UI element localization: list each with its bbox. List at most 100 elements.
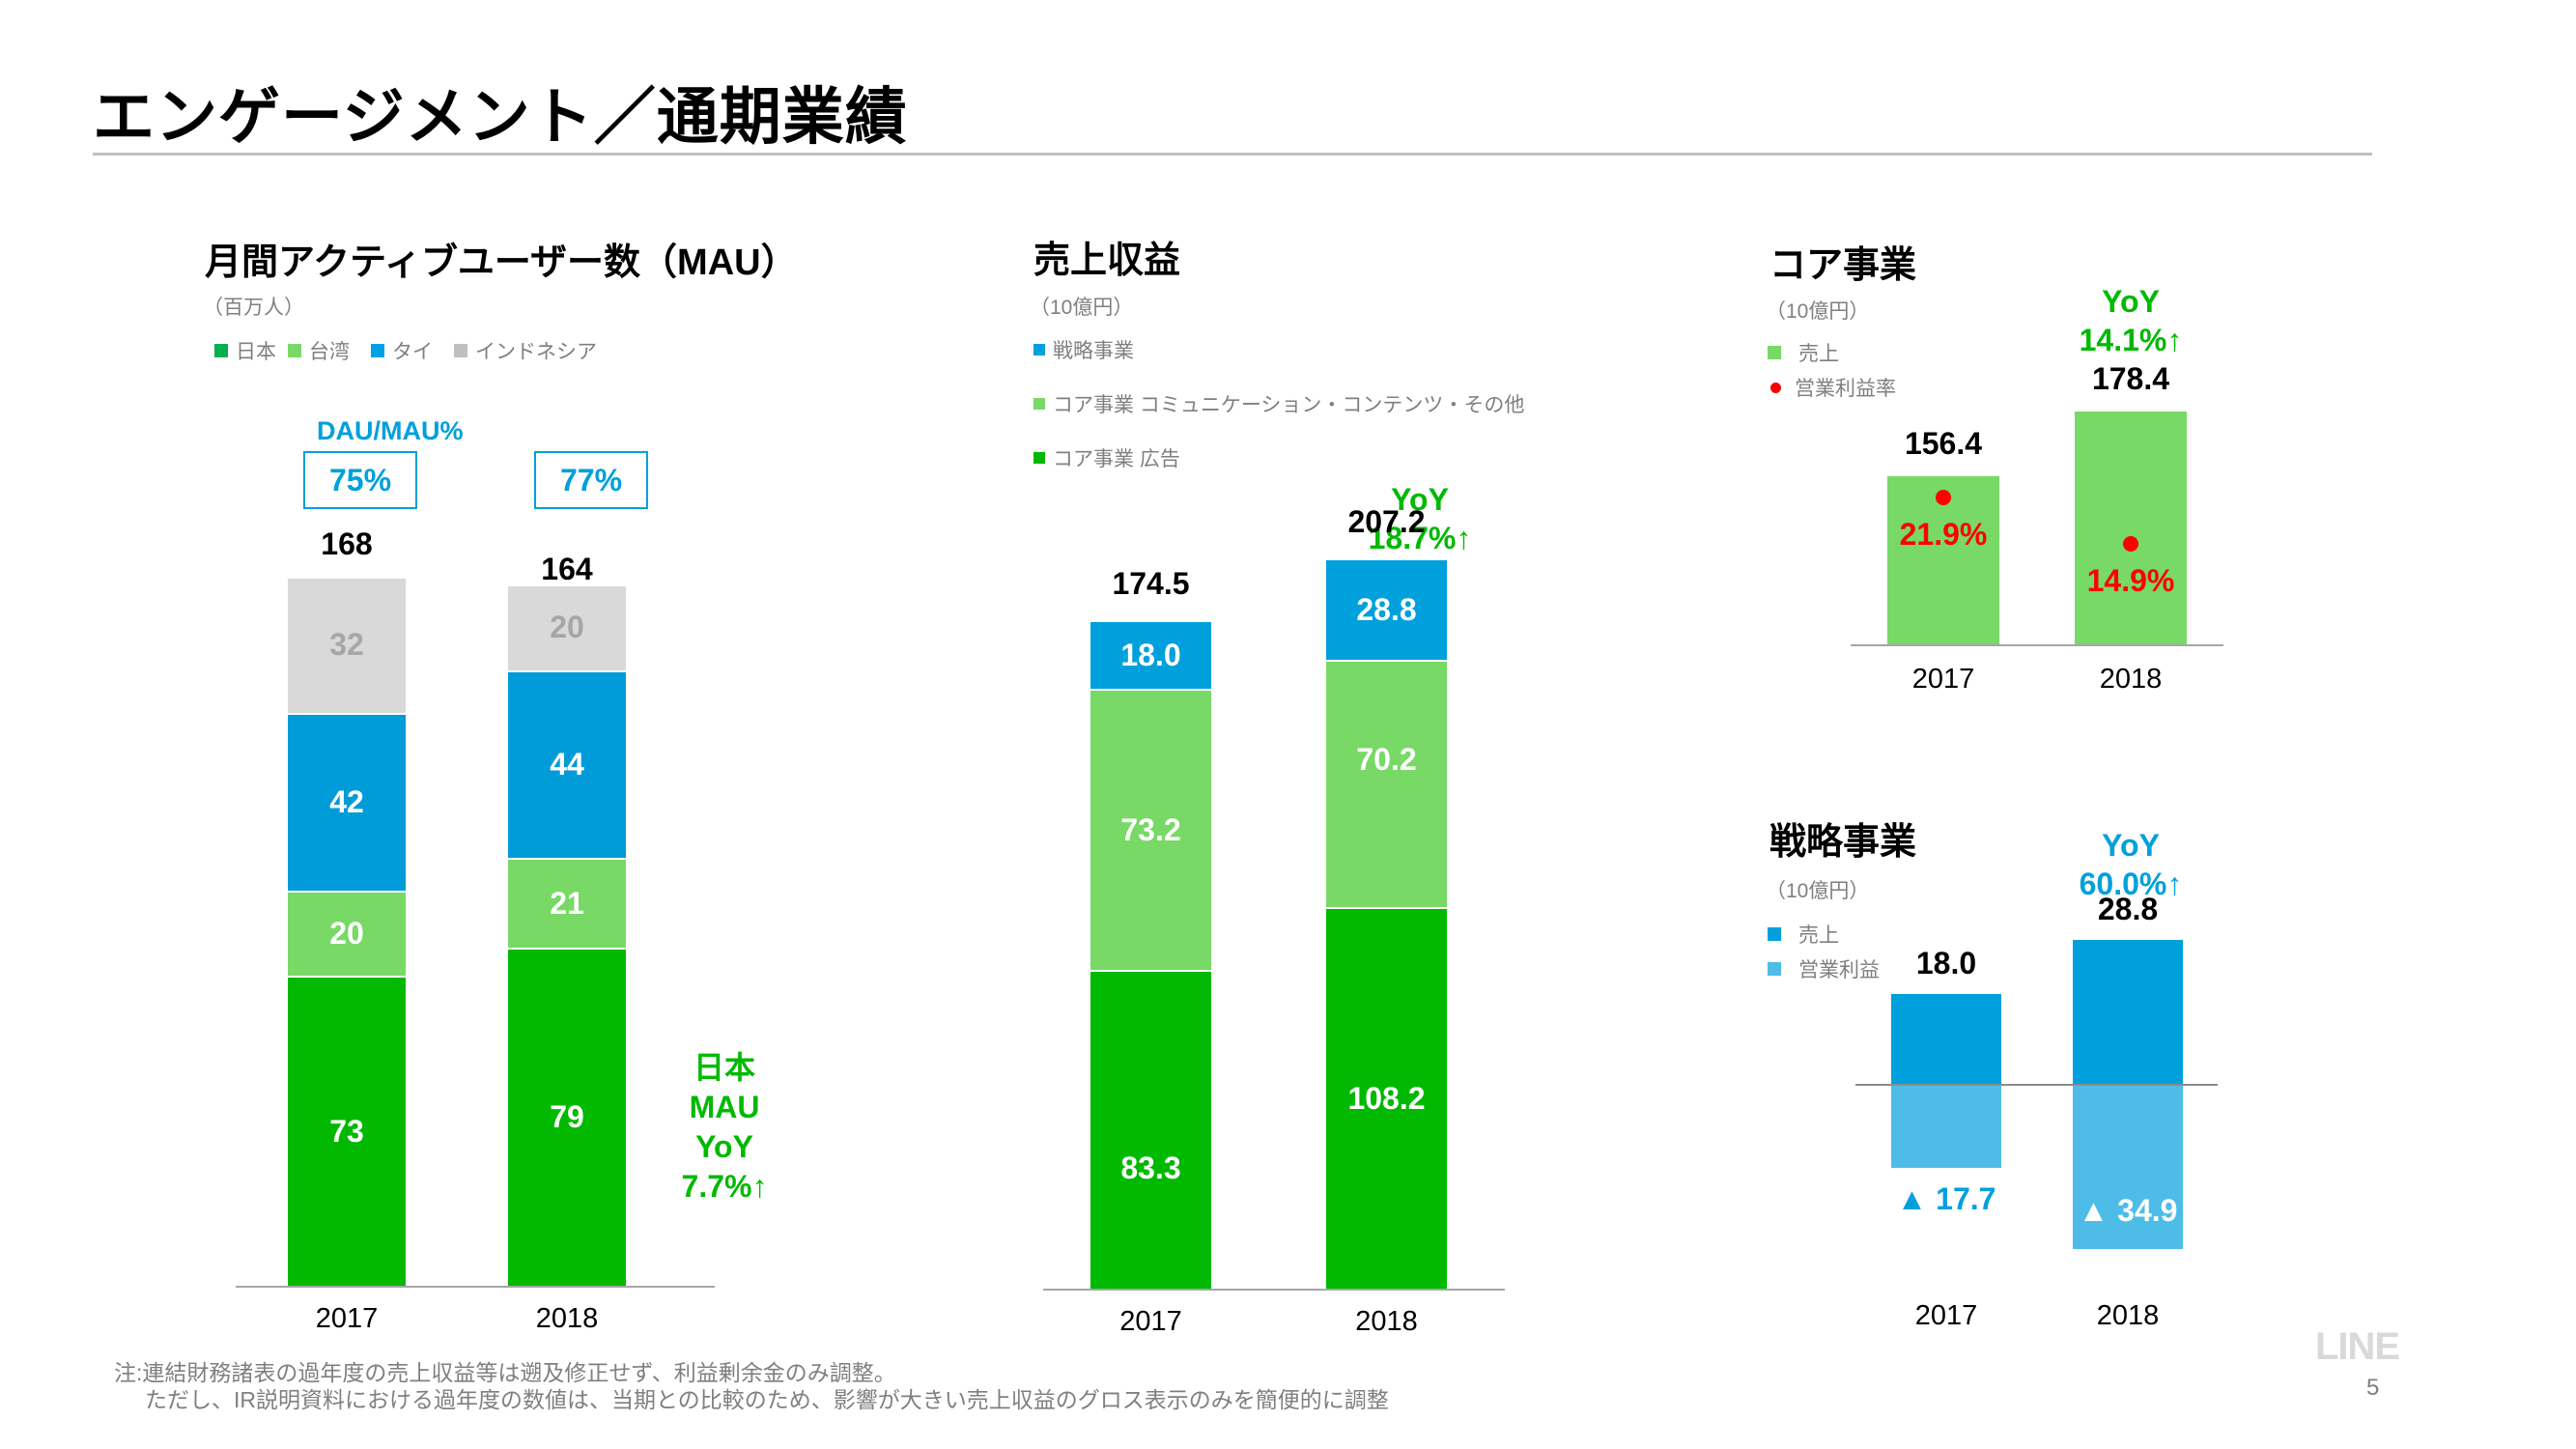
legend-swatch-core-ad	[1033, 452, 1045, 464]
yoy-value: 18.7%↑	[1368, 521, 1472, 555]
legend-swatch-sales	[1768, 927, 1781, 941]
legend-label: 営業利益	[1798, 959, 1880, 981]
bar-segment-2018-2: 28.8	[1326, 558, 1447, 661]
core-chart-title: コア事業	[1769, 245, 1917, 286]
bar-value-label: 70.2	[1356, 742, 1417, 778]
bar-segment-2017-2: 42	[288, 712, 406, 892]
x-tick-label: 2018	[2096, 1300, 2160, 1331]
dau-mau-box-2017: 75%	[303, 451, 417, 509]
x-tick-label: 2017	[1911, 664, 1975, 695]
legend-label: コア事業 広告	[1053, 448, 1180, 470]
legend-swatch-japan	[214, 344, 228, 357]
bar-total-label: 168	[321, 526, 373, 561]
revenue-unit: （10億円）	[1030, 297, 1134, 319]
annotation-line: 7.7%↑	[681, 1169, 768, 1204]
x-tick-label: 2018	[535, 1303, 599, 1334]
margin-value-label: 14.9%	[2086, 563, 2175, 598]
bar-segment-2018-1: 70.2	[1326, 660, 1447, 908]
x-tick-label: 2017	[315, 1303, 379, 1334]
op-loss-value-label: ▲ 34.9	[2078, 1193, 2178, 1228]
bar-value-label: 21	[550, 885, 584, 921]
x-axis-baseline	[1043, 1289, 1505, 1291]
x-tick-label: 2017	[1119, 1306, 1182, 1337]
core-yoy: YoY 14.1%↑	[2024, 282, 2237, 359]
legend-swatch-sales	[1768, 346, 1781, 359]
mau-chart-title: 月間アクティブユーザー数（MAU）	[205, 242, 798, 283]
yoy-label: YoY	[2102, 828, 2160, 863]
bar-value-label: 18.0	[1120, 637, 1181, 672]
revenue-yoy: YoY 18.7%↑	[1314, 480, 1526, 557]
bar-segment-2018-0: 79	[508, 948, 626, 1286]
strategic-unit: （10億円）	[1766, 880, 1870, 902]
bar-value-label: 83.3	[1120, 1150, 1181, 1185]
x-tick-label: 2018	[2099, 664, 2163, 695]
bar-segment-2017-2: 18.0	[1090, 620, 1211, 690]
bar-value-label: 42	[329, 783, 364, 819]
sales-bar-2018	[2073, 940, 2183, 1085]
zero-line	[1855, 1084, 2218, 1086]
bar-segment-2018-0: 108.2	[1326, 907, 1447, 1289]
core-legend-sales: 売上	[1768, 338, 1839, 367]
legend-swatch-thailand	[371, 344, 384, 357]
dau-mau-box-2018: 77%	[534, 451, 648, 509]
bar-total-label: 207.2	[1347, 504, 1426, 539]
bar-total-label: 164	[541, 552, 593, 586]
yoy-label: YoY	[2102, 284, 2160, 319]
margin-value-label: 21.9%	[1899, 517, 1988, 552]
x-tick-label: 2018	[1355, 1306, 1418, 1337]
bar-total-label: 174.5	[1112, 566, 1190, 601]
legend-label: コア事業 コミュニケーション・コンテンツ・その他	[1053, 394, 1525, 416]
bar-value-label: 32	[329, 627, 364, 663]
legend-swatch-taiwan	[288, 344, 301, 357]
page-number: 5	[2366, 1375, 2380, 1401]
sales-bar-2017	[1891, 994, 2001, 1085]
legend-swatch-strategic	[1033, 344, 1045, 355]
yoy-label: YoY	[1391, 482, 1449, 517]
bar-segment-2017-0: 83.3	[1090, 969, 1211, 1289]
yoy-value: 14.1%↑	[2079, 323, 2183, 357]
bar-value-label: 28.8	[1356, 591, 1417, 627]
sales-value-label: 178.4	[2091, 361, 2170, 396]
revenue-legend-core-comm: コア事業 コミュニケーション・コンテンツ・その他	[1033, 389, 1524, 418]
revenue-legend-strategic: 戦略事業	[1033, 335, 1134, 364]
revenue-chart-title: 売上収益	[1033, 241, 1181, 281]
sales-value-label: 156.4	[1904, 426, 1983, 461]
bar-segment-2018-1: 21	[508, 858, 626, 949]
mau-legend: 日本 台湾 タイ インドネシア	[214, 336, 597, 365]
legend-label: 営業利益率	[1795, 378, 1896, 400]
dau-mau-label: DAU/MAU%	[317, 416, 464, 445]
core-unit: （10億円）	[1766, 300, 1870, 323]
op-loss-value-label: ▲ 17.7	[1896, 1181, 1996, 1217]
bar-segment-2017-3: 32	[288, 577, 406, 713]
legend-dot-margin	[1770, 382, 1781, 393]
sales-value-label: 18.0	[1915, 946, 1977, 981]
op-loss-bar-2018	[2073, 1085, 2183, 1249]
legend-label: 売上	[1798, 924, 1839, 947]
bar-segment-2017-1: 73.2	[1090, 689, 1211, 970]
bar-value-label: 44	[550, 746, 584, 781]
legend-label: 売上	[1798, 343, 1839, 365]
bar-value-label: 73.2	[1120, 811, 1181, 847]
footnote-line-2: ただし、IR説明資料における過年度の数値は、当期との比較のため、影響が大きい売上…	[145, 1387, 1389, 1412]
title-divider	[93, 153, 2372, 156]
bar-value-label: 73	[329, 1113, 364, 1149]
annotation-line: YoY	[695, 1129, 753, 1164]
bar-segment-2018-2: 44	[508, 669, 626, 859]
line-logo: LINE	[2315, 1325, 2400, 1368]
annotation-line: MAU	[689, 1090, 760, 1124]
strategic-legend-sales: 売上	[1768, 920, 1839, 949]
legend-swatch-core-comm	[1033, 398, 1045, 410]
x-tick-label: 2017	[1914, 1300, 1978, 1331]
bar-value-label: 20	[329, 916, 364, 952]
legend-label-thailand: タイ	[392, 341, 433, 363]
bar-value-label: 79	[550, 1099, 584, 1135]
strategic-yoy: YoY 60.0%↑	[2024, 826, 2237, 903]
mau-unit: （百万人）	[203, 297, 304, 319]
footnote-line-1: 注:連結財務諸表の過年度の売上収益等は遡及修正せず、利益剰余金のみ調整。	[114, 1360, 896, 1385]
margin-dot-marker	[1936, 490, 1951, 505]
bar-value-label: 20	[550, 610, 584, 645]
legend-label-taiwan: 台湾	[309, 341, 350, 363]
legend-label: 戦略事業	[1053, 340, 1134, 362]
annotation-line: 日本	[693, 1050, 755, 1085]
page-title: エンゲージメント／通期業績	[93, 82, 908, 152]
